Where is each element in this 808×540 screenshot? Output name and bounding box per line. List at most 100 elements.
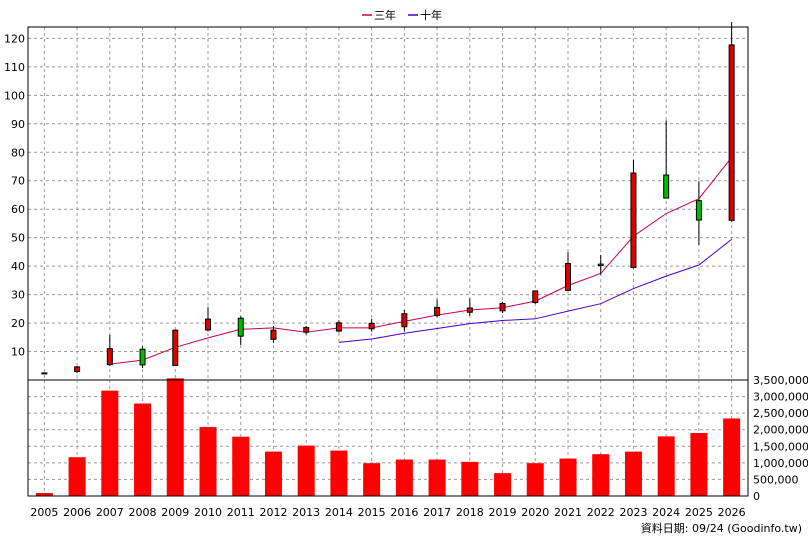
volume-bar [101,390,119,496]
series-line-ten-year [338,239,732,343]
year-tick-label: 2011 [227,506,255,519]
price-tick-label: 30 [11,289,25,302]
volume-bar [624,451,642,496]
candle-body [41,372,48,375]
volume-bar [526,463,544,496]
data-date-footer: 資料日期: 09/24 (Goodinfo.tw) [640,522,802,535]
price-tick-label: 120 [4,32,25,45]
candlesticks [41,22,735,375]
legend: 三年 十年 [362,8,442,22]
candle-body [466,307,473,313]
candle-body [270,329,277,340]
volume-bar [559,458,577,496]
volume-bar [166,378,184,496]
candle-body [728,44,735,221]
volume-tick-label: 3,500,000 [753,374,808,387]
candle-body [401,313,408,328]
price-tick-label: 110 [4,61,25,74]
candle-body [434,306,441,316]
year-tick-label: 2008 [129,506,157,519]
price-tick-label: 90 [11,118,25,131]
price-tick-label: 20 [11,317,25,330]
moving-average-lines [109,157,732,365]
price-panel-frame [27,26,749,381]
volume-bar [428,459,446,496]
volume-bar [330,450,348,496]
candle-body [205,318,211,331]
year-tick-label: 2012 [259,506,287,519]
volume-tick-label: 2,500,000 [753,407,808,420]
volume-tick-label: 0 [753,490,760,503]
price-tick-label: 10 [11,346,25,359]
volume-tick-label: 500,000 [753,473,799,486]
price-tick-label: 60 [11,203,25,216]
volume-bar [690,433,708,496]
year-tick-label: 2009 [161,506,189,519]
legend-label: 三年 [374,8,396,22]
volume-tick-label: 1,500,000 [753,440,808,453]
year-tick-label: 2021 [554,506,582,519]
volume-tick-label: 2,000,000 [753,424,808,437]
candle-body [630,172,637,269]
volume-bar [68,457,86,496]
candle-body [106,348,113,366]
volume-tick-label: 3,000,000 [753,391,808,404]
year-tick-label: 2006 [63,506,91,519]
volume-bar [35,493,53,496]
volume-bar [363,463,381,496]
year-tick-label: 2005 [30,506,58,519]
price-tick-label: 80 [11,146,25,159]
volume-bar [134,403,152,496]
volume-tick-label: 1,000,000 [753,457,808,470]
candle-body [499,302,506,312]
candle-body [565,263,571,291]
candle-body [663,174,670,199]
candle-body [335,322,342,332]
price-axis-ticks: 10 20 30 40 50 60 70 80 90 100 110 120 [4,32,25,358]
volume-bar [723,418,741,496]
year-tick-label: 2019 [489,506,517,519]
volume-bar [494,473,512,496]
year-tick-label: 2010 [194,506,222,519]
year-tick-label: 2016 [390,506,418,519]
year-tick-label: 2014 [325,506,353,519]
year-tick-label: 2025 [685,506,713,519]
volume-bars [35,378,741,496]
year-tick-label: 2018 [456,506,484,519]
candle-body [597,263,604,267]
candle-body [172,329,179,366]
volume-axis-ticks: 0 500,000 1,000,000 1,500,000 2,000,000 2,500… [753,374,808,503]
year-tick-label: 2020 [521,506,549,519]
candle-body [139,348,146,366]
volume-bar [592,454,610,496]
volume-panel-frame [27,379,749,497]
price-tick-label: 70 [11,175,25,188]
candle-body [532,290,539,304]
series-line-three-year [109,157,732,365]
price-tick-label: 50 [11,232,25,245]
candle-body [695,200,702,221]
volume-bar [657,436,675,496]
price-tick-label: 40 [11,260,25,273]
year-tick-label: 2022 [587,506,615,519]
year-tick-label: 2013 [292,506,320,519]
candle-body [303,327,310,333]
candle-body [237,317,244,337]
year-tick-label: 2026 [718,506,746,519]
year-tick-label: 2024 [652,506,680,519]
volume-bar [461,461,479,496]
volume-bar [297,445,315,496]
volume-bar [199,427,217,496]
volume-bar [395,459,413,496]
volume-bar [264,451,282,496]
candle-body [74,366,81,372]
year-tick-label: 2017 [423,506,451,519]
legend-label: 十年 [420,8,442,22]
volume-bar [232,436,250,496]
candle-body [368,322,375,330]
price-grid [28,27,748,380]
year-tick-label: 2007 [96,506,124,519]
price-tick-label: 100 [4,89,25,102]
year-tick-label: 2023 [619,506,647,519]
